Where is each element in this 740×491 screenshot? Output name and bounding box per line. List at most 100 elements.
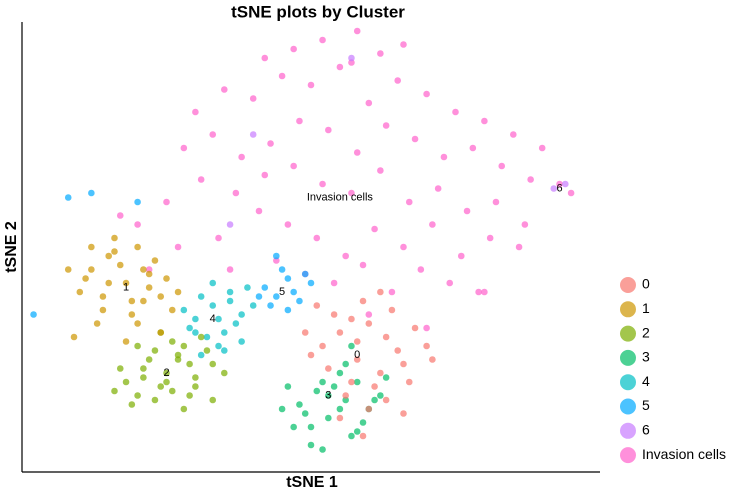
point (417, 266, 425, 273)
point (353, 149, 361, 156)
point (301, 270, 309, 278)
chart-title: tSNE plots by Cluster (231, 2, 405, 21)
point (336, 414, 344, 422)
point (290, 423, 297, 431)
point (122, 338, 130, 345)
point (134, 392, 141, 399)
point (273, 293, 280, 300)
point (197, 176, 205, 183)
point (151, 347, 159, 354)
point (400, 41, 407, 48)
point (348, 54, 355, 62)
point (244, 284, 251, 291)
point (215, 234, 222, 242)
point (203, 333, 211, 341)
point (30, 311, 37, 318)
point (359, 432, 367, 440)
point (521, 221, 529, 228)
point (353, 338, 361, 345)
point (348, 315, 355, 323)
point (296, 297, 303, 305)
legend-swatch (620, 374, 636, 391)
point (567, 189, 575, 197)
point (261, 171, 269, 179)
point (209, 302, 217, 309)
point (359, 419, 367, 426)
point (400, 243, 407, 251)
point (342, 252, 349, 260)
point (452, 108, 459, 116)
point (168, 338, 176, 345)
point (221, 369, 228, 377)
point (238, 311, 245, 318)
point (134, 320, 141, 327)
point (180, 405, 188, 413)
point (111, 387, 118, 395)
point (348, 378, 355, 386)
point (163, 275, 170, 282)
point (278, 72, 286, 80)
point (365, 405, 373, 413)
point (105, 252, 112, 260)
legend-label: 1 (642, 300, 650, 316)
x-axis-title: tSNE 1 (286, 474, 338, 491)
point (394, 77, 402, 84)
point (423, 90, 430, 98)
legend-label: 6 (642, 422, 650, 438)
point (197, 333, 205, 341)
point (255, 207, 263, 215)
point (469, 144, 477, 152)
point (353, 27, 361, 35)
point (336, 405, 344, 413)
point (284, 275, 292, 282)
point (249, 95, 257, 102)
point (434, 185, 442, 192)
legend-label: 0 (642, 276, 650, 292)
point (157, 329, 165, 336)
point (307, 81, 315, 89)
point (353, 356, 361, 363)
legend-label: 3 (642, 349, 650, 365)
point (411, 135, 419, 143)
point (510, 131, 517, 138)
point (128, 401, 136, 408)
point (226, 297, 234, 305)
point (140, 374, 147, 381)
point (325, 392, 332, 399)
point (88, 243, 95, 251)
point (377, 167, 384, 174)
point (128, 297, 136, 305)
point (255, 293, 263, 300)
point (99, 293, 107, 300)
point (290, 45, 297, 53)
legend-label: Invasion cells (642, 446, 726, 462)
point (377, 392, 384, 399)
point (192, 108, 199, 116)
point (371, 383, 378, 390)
point (82, 275, 89, 282)
point (64, 266, 72, 273)
point (400, 410, 407, 417)
point (278, 405, 286, 413)
legend-label: 2 (642, 324, 650, 340)
point (122, 378, 130, 386)
point (481, 117, 488, 125)
point (405, 378, 413, 386)
point (192, 329, 199, 336)
cluster-label: 2 (163, 367, 169, 379)
legend-swatch (620, 301, 636, 318)
point (186, 324, 193, 332)
point (336, 369, 344, 377)
point (348, 432, 355, 440)
legend-swatch (620, 422, 636, 439)
cluster-label: Invasion cells (307, 191, 374, 203)
point (330, 311, 338, 318)
point (365, 320, 373, 327)
point (151, 396, 159, 404)
point (157, 383, 165, 390)
point (377, 288, 384, 296)
legend-swatch (620, 325, 636, 342)
point (486, 234, 494, 242)
point (226, 266, 234, 273)
